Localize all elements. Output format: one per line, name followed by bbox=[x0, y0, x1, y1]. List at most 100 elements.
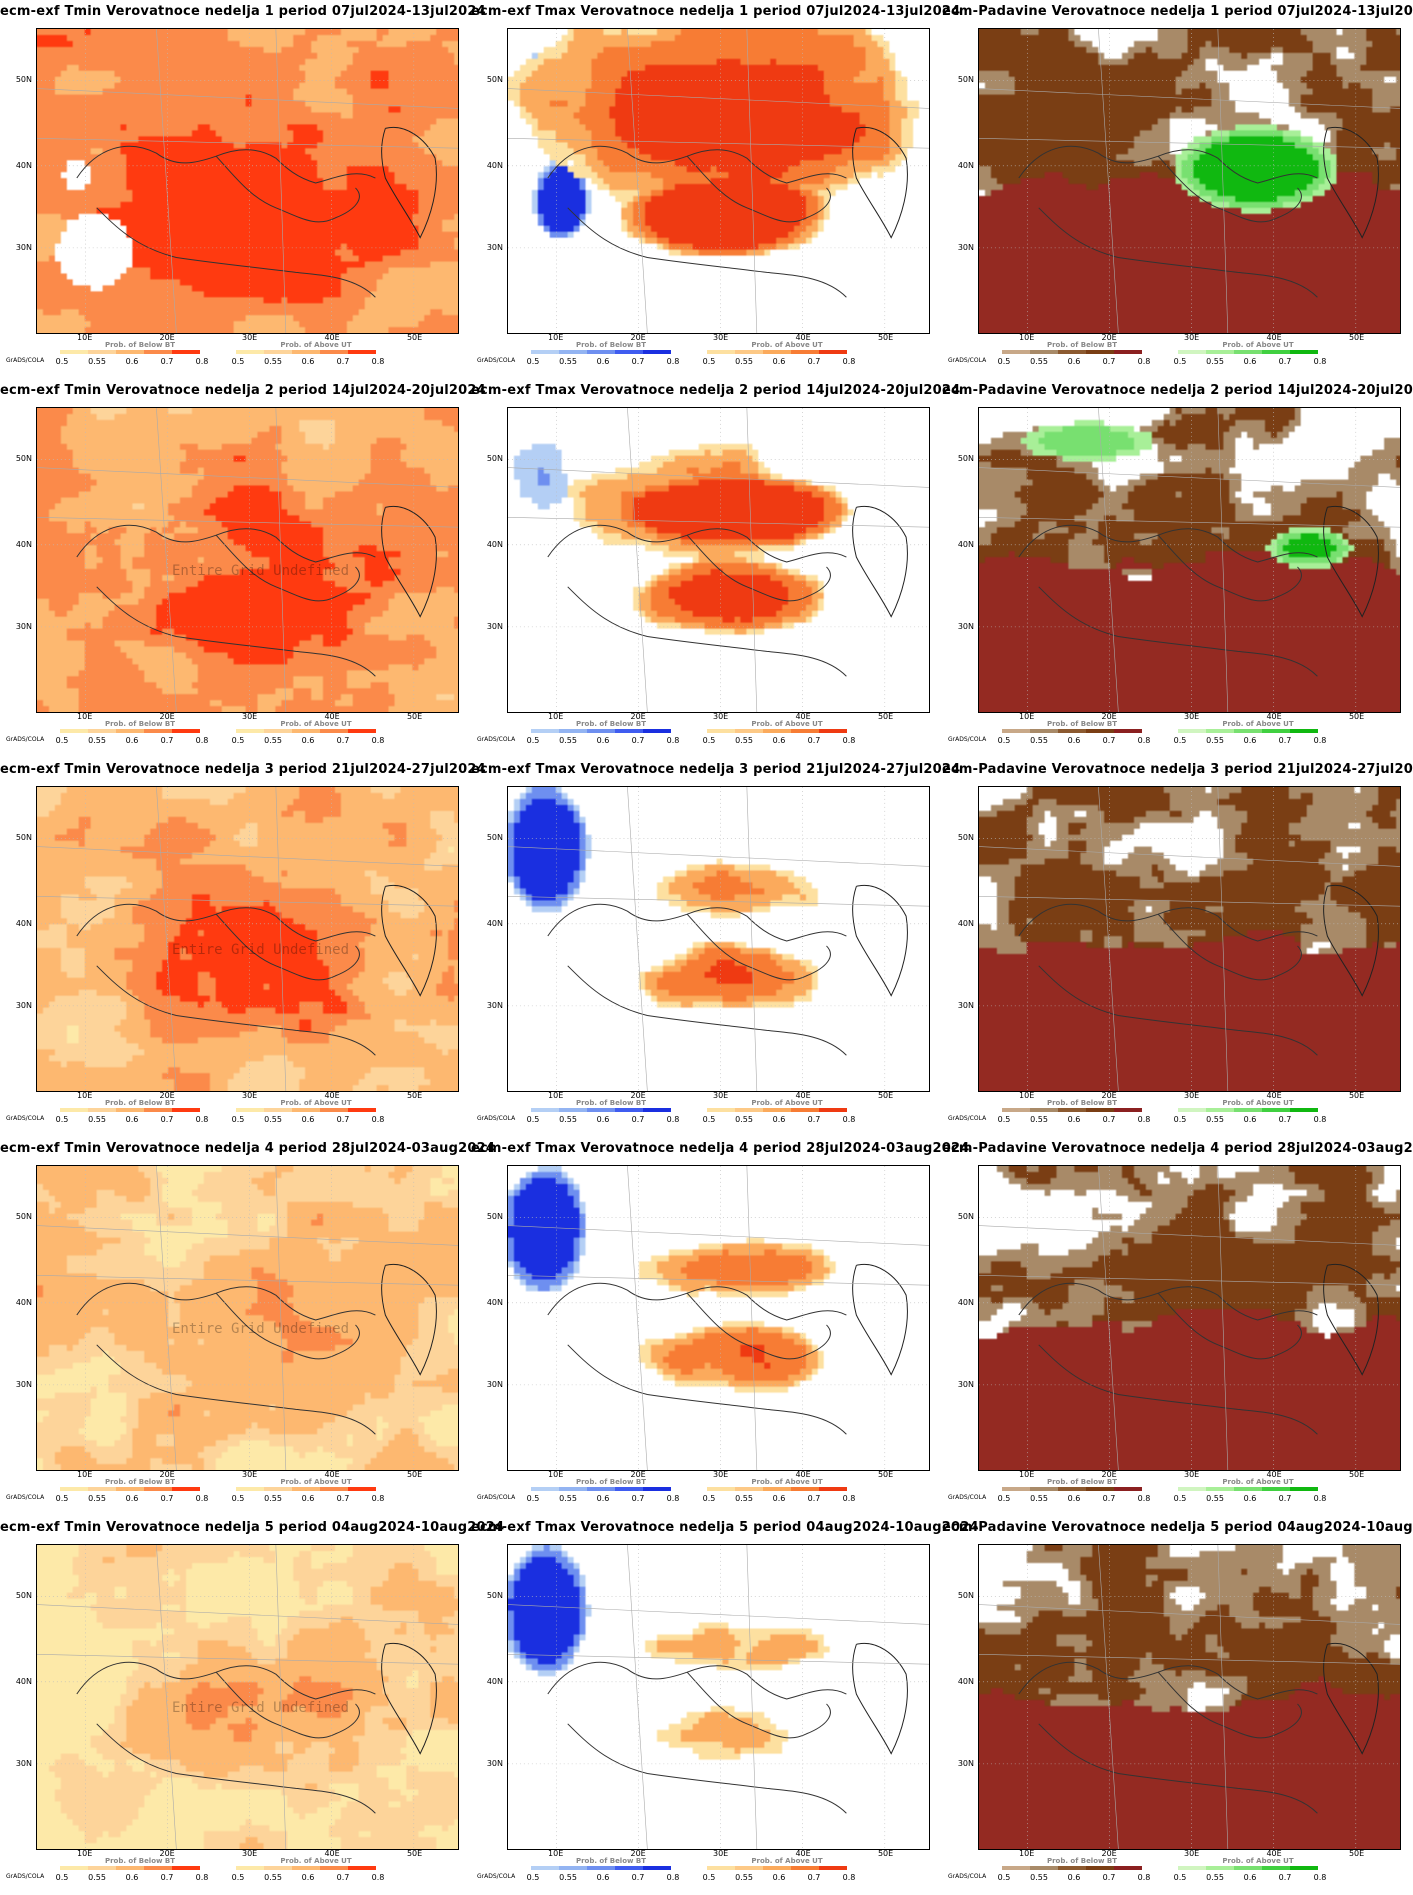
legend-title: Prob. of Below BT bbox=[104, 1478, 176, 1486]
panel-title: ecm-Padavine Verovatnoce nedelja 5 perio… bbox=[942, 1520, 1413, 1535]
legend-title: Prob. of Above UT bbox=[280, 341, 352, 349]
legend-tick-label: 0.7 bbox=[631, 1494, 645, 1503]
legend-tick-label: 0.7 bbox=[1102, 1115, 1116, 1124]
lat-tick-label: 30N bbox=[957, 1001, 974, 1011]
legend-title: Prob. of Above UT bbox=[751, 1478, 823, 1486]
coastline-aegean bbox=[1157, 1292, 1302, 1360]
legend-swatch bbox=[264, 1866, 292, 1870]
coastline bbox=[76, 1282, 376, 1321]
legend-swatch bbox=[1058, 350, 1086, 354]
lon-tick-label: 40E bbox=[795, 1849, 811, 1858]
legend-swatch bbox=[559, 1866, 587, 1870]
lat-tick-label: 40N bbox=[15, 918, 32, 928]
legend-swatch bbox=[1030, 350, 1058, 354]
legend-tick-label: 0.5 bbox=[702, 736, 716, 745]
legend-swatch bbox=[1002, 350, 1030, 354]
legend-swatch bbox=[1002, 729, 1030, 733]
legend-above: Prob. of Above UT 0.5 0.55 0.6 0.7 0.8 bbox=[232, 1478, 396, 1510]
legend-tick-label: 0.5 bbox=[702, 1494, 716, 1503]
coastline-africa bbox=[567, 965, 847, 1056]
map-overlay bbox=[37, 1166, 458, 1470]
lon-tick-label: 10E bbox=[77, 333, 93, 342]
grads-credit: GrADS/COLA bbox=[948, 1873, 987, 1880]
forecast-map bbox=[507, 1165, 930, 1471]
legend-tick-label: 0.5 bbox=[55, 357, 69, 366]
borders bbox=[508, 787, 929, 1091]
legend-tick-label: 0.8 bbox=[1137, 357, 1151, 366]
legend-tick-label: 0.55 bbox=[1030, 357, 1048, 366]
probability-field bbox=[979, 787, 1400, 1091]
lat-tick-label: 30N bbox=[957, 1380, 974, 1390]
legend-colorbar bbox=[707, 350, 847, 354]
legend-colorbar bbox=[1002, 729, 1142, 733]
coastline-africa bbox=[96, 586, 376, 677]
coastline-aegean bbox=[215, 1671, 360, 1739]
lon-tick-label: 50E bbox=[877, 712, 894, 721]
legend-swatch bbox=[1234, 729, 1262, 733]
legend-tick-label: 0.6 bbox=[596, 736, 610, 745]
legend-ticks: 0.5 0.55 0.6 0.7 0.8 bbox=[703, 1115, 856, 1125]
lon-tick-label: 30E bbox=[1183, 333, 1200, 342]
legend-above: Prob. of Above UT 0.5 0.55 0.6 0.7 0.8 bbox=[1174, 1478, 1338, 1510]
legend-colorbar bbox=[707, 1487, 847, 1491]
grads-credit: GrADS/COLA bbox=[948, 736, 987, 743]
legend-tick-label: 0.8 bbox=[371, 1873, 385, 1882]
legend-tick-label: 0.5 bbox=[997, 357, 1011, 366]
legend-swatch bbox=[292, 1487, 320, 1491]
legend-swatch bbox=[1178, 1487, 1206, 1491]
legend-tick-label: 0.5 bbox=[1173, 1115, 1187, 1124]
legend-swatch bbox=[819, 350, 847, 354]
legend-swatch bbox=[1002, 1108, 1030, 1112]
legend-tick-label: 0.7 bbox=[1278, 1494, 1292, 1503]
undefined-grid-watermark: Entire Grid Undefined bbox=[172, 563, 350, 579]
probability-field bbox=[508, 1545, 929, 1849]
legend-colorbar bbox=[1178, 1487, 1318, 1491]
legend-title: Prob. of Below BT bbox=[1046, 341, 1118, 349]
map-panel-prec-week-1: ecm-Padavine Verovatnoce nedelja 1 perio… bbox=[942, 0, 1413, 379]
legend-tick-label: 0.5 bbox=[1173, 736, 1187, 745]
legend-tick-label: 0.55 bbox=[1206, 1115, 1224, 1124]
coastline-aegean bbox=[215, 1292, 360, 1360]
legend-swatch bbox=[1262, 1108, 1290, 1112]
lon-tick-label: 50E bbox=[406, 712, 423, 721]
legend-ticks: 0.5 0.55 0.6 0.7 0.8 bbox=[56, 1873, 209, 1883]
lat-tick-label: 30N bbox=[957, 1759, 974, 1769]
legend-below: Prob. of Below BT 0.5 0.55 0.6 0.7 0.8 bbox=[56, 1478, 220, 1510]
lon-tick-label: 50E bbox=[877, 1470, 894, 1479]
legend-swatch bbox=[264, 350, 292, 354]
lon-tick-label: 20E bbox=[1101, 712, 1117, 721]
legend-tick-label: 0.7 bbox=[160, 1115, 174, 1124]
borders bbox=[37, 1166, 458, 1470]
coastline-africa bbox=[1038, 965, 1318, 1056]
lon-tick-label: 10E bbox=[548, 1091, 564, 1100]
coastline bbox=[547, 524, 847, 563]
legend-colorbar bbox=[1178, 1866, 1318, 1870]
caspian-outline bbox=[381, 126, 437, 239]
legend-tick-label: 0.6 bbox=[772, 357, 786, 366]
legend-below: Prob. of Below BT 0.5 0.55 0.6 0.7 0.8 bbox=[998, 1857, 1162, 1889]
legend-tick-label: 0.55 bbox=[264, 736, 282, 745]
legend-swatch bbox=[1086, 1487, 1114, 1491]
legend-swatch bbox=[1030, 1487, 1058, 1491]
legend-tick-label: 0.6 bbox=[1067, 1494, 1081, 1503]
legend-swatch bbox=[172, 729, 200, 733]
legend-tick-label: 0.8 bbox=[371, 357, 385, 366]
legend-tick-label: 0.55 bbox=[559, 736, 577, 745]
legend-swatch bbox=[1002, 1866, 1030, 1870]
probability-field bbox=[508, 787, 929, 1091]
legend-swatch bbox=[348, 729, 376, 733]
lon-tick-label: 40E bbox=[324, 1470, 340, 1479]
legend-title: Prob. of Below BT bbox=[1046, 1099, 1118, 1107]
lon-tick-label: 50E bbox=[877, 333, 894, 342]
map-overlay bbox=[37, 408, 458, 712]
grads-credit: GrADS/COLA bbox=[477, 357, 516, 364]
panel-title: ecm-exf Tmax Verovatnoce nedelja 5 perio… bbox=[471, 1520, 979, 1535]
legend-below: Prob. of Below BT 0.5 0.55 0.6 0.7 0.8 bbox=[527, 1099, 691, 1131]
coastline-africa bbox=[1038, 586, 1318, 677]
legend-swatch bbox=[264, 1108, 292, 1112]
legend-swatch bbox=[292, 350, 320, 354]
legend-tick-label: 0.8 bbox=[371, 1494, 385, 1503]
legend-swatch bbox=[144, 729, 172, 733]
legend-swatch bbox=[707, 350, 735, 354]
legend-tick-label: 0.5 bbox=[526, 357, 540, 366]
